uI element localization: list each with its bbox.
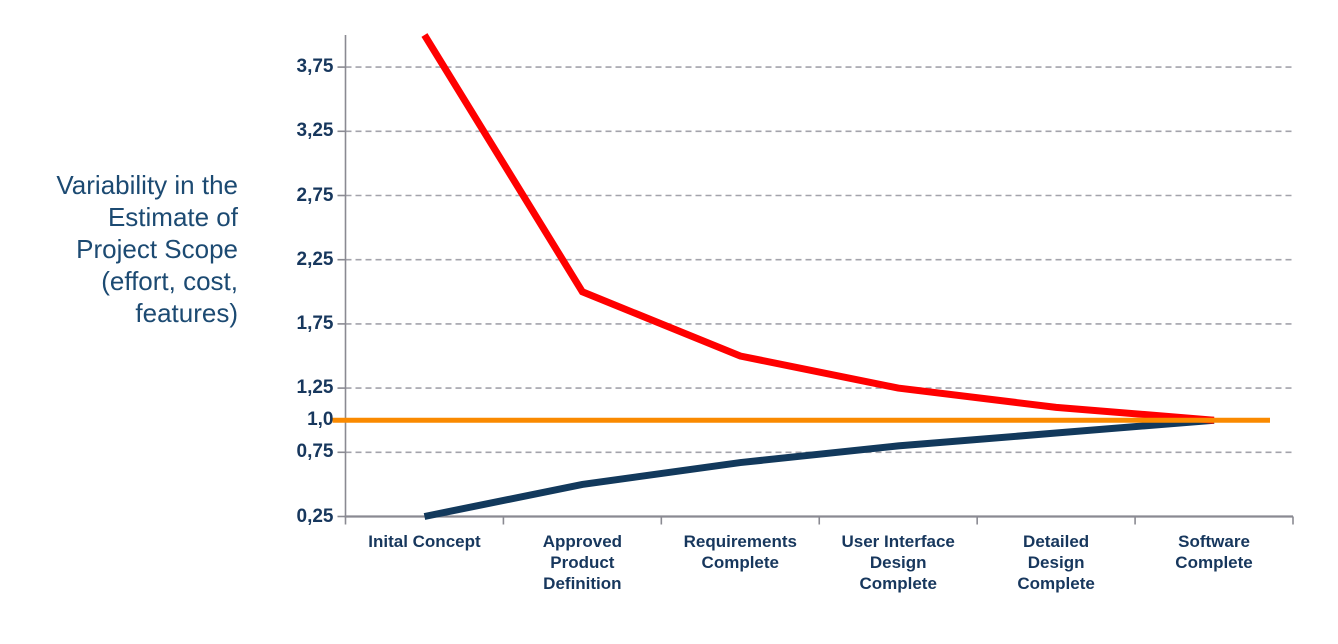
x-category-label: Approved Product Definition	[542, 532, 623, 593]
x-category-label: Detailed Design Complete	[1017, 532, 1095, 593]
lower-bound-line	[423, 416, 1215, 520]
upper-bound-line	[421, 33, 1215, 424]
y-tick-label: 1,0	[307, 409, 334, 431]
x-category-label: Software Complete	[1175, 532, 1253, 572]
y-tick-label: 1,25	[296, 377, 334, 399]
x-category-label: Inital Concept	[368, 532, 481, 551]
y-tick-label: 0,75	[296, 441, 334, 463]
y-tick-label: 2,75	[296, 184, 334, 206]
y-tick-label: 3,75	[296, 56, 334, 78]
y-tick-label: 1,75	[296, 312, 334, 334]
y-tick-label: 3,25	[296, 120, 334, 142]
y-tick-label: 2,25	[296, 248, 334, 270]
x-category-label: User Interface Design Complete	[841, 532, 955, 593]
y-axis-side-label: Variability in the Estimate of Project S…	[56, 170, 238, 328]
x-category-label: Requirements Complete	[683, 532, 797, 572]
y-tick-label: 0,25	[296, 505, 334, 527]
